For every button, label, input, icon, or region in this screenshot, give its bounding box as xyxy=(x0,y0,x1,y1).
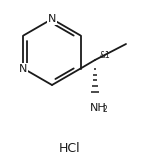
Text: &1: &1 xyxy=(100,52,111,60)
Text: HCl: HCl xyxy=(59,141,81,155)
Text: N: N xyxy=(48,14,56,24)
Text: NH: NH xyxy=(90,103,106,113)
Text: 2: 2 xyxy=(103,104,107,114)
Text: N: N xyxy=(19,64,28,74)
